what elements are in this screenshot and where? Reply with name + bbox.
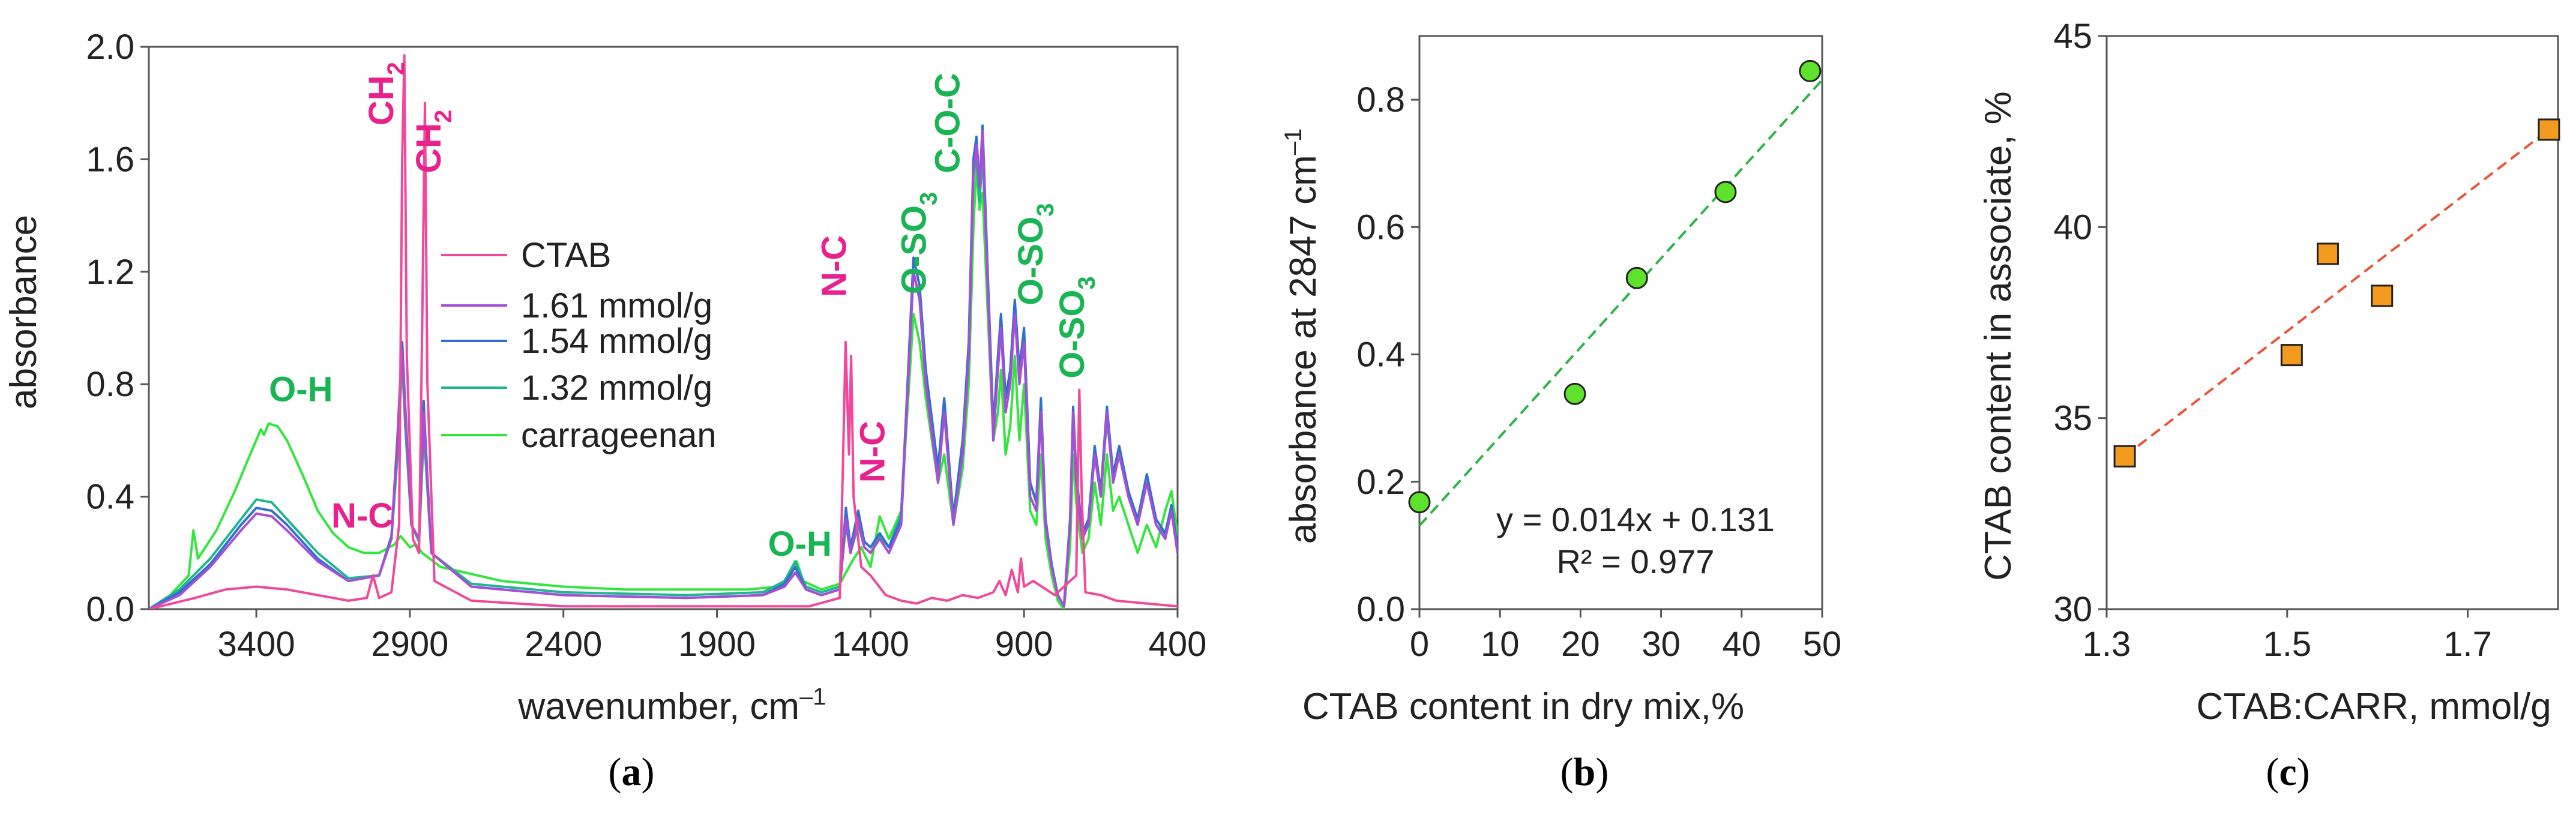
panel-b-ytick-label: 0.8: [1356, 80, 1405, 119]
panel-a-xtick-label: 1900: [678, 625, 756, 664]
panel-b-point-1: [1408, 491, 1431, 514]
panel-a-xtick-label: 3400: [218, 625, 295, 664]
legend-label-1-32: 1.32 mmol/g: [521, 368, 712, 407]
panel-a-annotation-6: N-C: [814, 235, 853, 297]
panel-a-annotation-9: C-O-C: [928, 73, 968, 173]
panel-a-xlabel: wavenumber, cm–1: [517, 684, 826, 727]
panel-b-point-2: [1563, 382, 1586, 405]
panel-a-ytick-label: 2.0: [86, 28, 134, 67]
panel-b-r2: R² = 0.977: [1556, 543, 1714, 580]
panel-b-trendline: [1418, 79, 1823, 527]
panel-b-xtick-label: 20: [1561, 625, 1600, 664]
legend-label-1-54: 1.54 mmol/g: [521, 322, 712, 361]
panel-a-series-group: [149, 54, 1178, 609]
panel-a-ytick-label: 1.2: [86, 253, 134, 292]
panel-c-ytick-label: 40: [2053, 208, 2092, 247]
panel-b-xtick-label: 40: [1723, 625, 1762, 664]
legend-label-1-61: 1.61 mmol/g: [521, 286, 712, 325]
panel-c-ylabel: CTAB content in associate, %: [1978, 91, 2019, 581]
panel-a: wavenumber, cm–1 absorbance (a) CTAB 1.6…: [3, 28, 1206, 794]
panel-c-point-3: [2316, 242, 2339, 265]
panel-a-label: (a): [609, 750, 655, 794]
panel-a-annotation-1: CH2: [362, 62, 409, 125]
panel-c-label: (c): [2266, 750, 2310, 794]
panel-a-annotation-5: O-H: [768, 525, 832, 564]
panel-a-annotation-11: O-SO3: [1053, 276, 1100, 378]
panel-a-xtick-label: 2900: [371, 625, 448, 664]
panel-b-label: (b): [1560, 750, 1609, 794]
panel-b-xtick-label: 0: [1410, 625, 1429, 664]
panel-a-annotation-8: O-SO3: [895, 192, 942, 294]
panel-c-ytick-label: 35: [2053, 399, 2092, 438]
panel-b-equation: y = 0.014x + 0.131: [1496, 501, 1775, 538]
legend-label-ctab: CTAB: [521, 236, 611, 275]
panel-b-ytick-label: 0.4: [1356, 335, 1405, 374]
panel-b-ylabel: absorbance at 2847 cm–1: [1280, 128, 1324, 544]
series-line-ctab: [149, 54, 1178, 609]
panel-c-xtick-label: 1.7: [2443, 625, 2492, 664]
panel-c-trendline: [2123, 128, 2550, 457]
series-line-carrageenan: [149, 163, 1178, 609]
panel-c: CTAB:CARR, mmol/g CTAB content in associ…: [1978, 17, 2560, 794]
panel-c-xlabel: CTAB:CARR, mmol/g: [2196, 686, 2551, 727]
panel-a-annotation-3: O-H: [269, 370, 333, 409]
panel-b-point-3: [1625, 266, 1648, 289]
panel-a-xtick-label: 1400: [832, 625, 909, 664]
panel-a-xtick-label: 400: [1149, 625, 1207, 664]
panel-a-ytick-label: 1.6: [86, 140, 134, 179]
panel-a-annotation-2: CH2: [409, 110, 457, 173]
panel-b-ytick-label: 0.0: [1356, 590, 1405, 629]
panel-a-ytick-label: 0.4: [86, 478, 134, 517]
panel-b-point-4: [1714, 181, 1737, 203]
panel-c-point-4: [2371, 284, 2394, 307]
panel-b-ytick-label: 0.2: [1356, 463, 1405, 502]
panel-a-annotation-7: N-C: [853, 421, 892, 483]
panel-c-point-2: [2280, 344, 2303, 367]
panel-b-xtick-label: 50: [1803, 625, 1842, 664]
panel-c-point-1: [2113, 445, 2136, 468]
panel-c-xtick-label: 1.5: [2263, 625, 2311, 664]
panel-b-xlabel: CTAB content in dry mix,%: [1302, 686, 1744, 727]
panel-b-point-5: [1799, 59, 1822, 82]
panel-b-plot-frame: [1418, 35, 1823, 610]
panel-a-legend: CTAB 1.61 mmol/g 1.54 mmol/g 1.32 mmol/g…: [441, 236, 717, 455]
panel-c-ytick-label: 45: [2053, 17, 2092, 56]
panel-b-ytick-label: 0.6: [1356, 208, 1405, 247]
panel-c-ytick-label: 30: [2053, 590, 2092, 629]
panel-b-xtick-label: 30: [1642, 625, 1681, 664]
series-line-1-61-mmol-g: [149, 130, 1178, 609]
panel-c-plot-frame: [2105, 35, 2559, 610]
panel-c-xtick-label: 1.3: [2083, 625, 2131, 664]
panel-a-xtick-label: 2400: [525, 625, 602, 664]
panel-a-ytick-label: 0.0: [86, 590, 134, 629]
panel-b-xtick-label: 10: [1481, 625, 1520, 664]
legend-label-carrageenan: carrageenan: [521, 416, 717, 455]
panel-a-xtick-label: 900: [995, 625, 1053, 664]
panel-b: CTAB content in dry mix,% absorbance at …: [1280, 35, 1842, 794]
panel-a-plot-frame: [148, 46, 1179, 610]
panel-a-annotation-4: N-C: [331, 496, 393, 535]
panel-a-ytick-label: 0.8: [86, 365, 134, 404]
panel-a-ylabel: absorbance: [3, 215, 44, 409]
panel-c-point-5: [2538, 118, 2560, 141]
panel-a-annotation-10: O-SO3: [1011, 203, 1059, 305]
